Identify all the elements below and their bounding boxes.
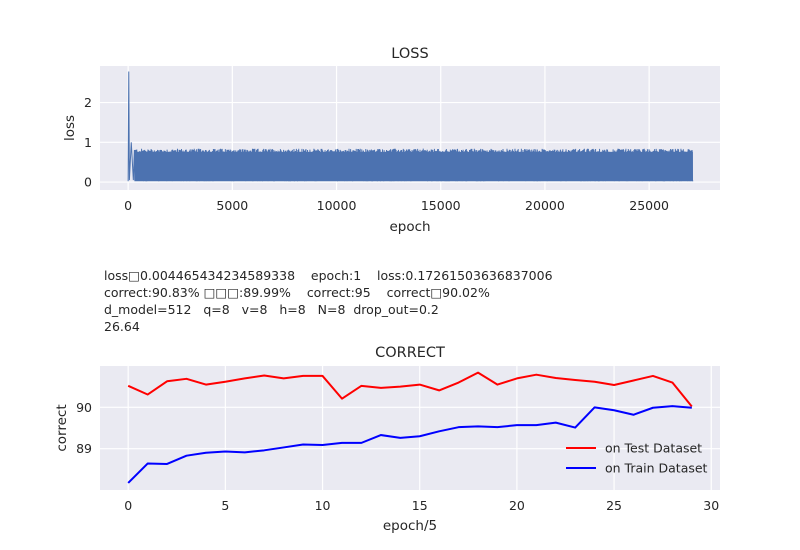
correct-x-tick-label: 10 <box>315 498 331 513</box>
loss-x-tick-label: 25000 <box>629 198 669 213</box>
loss-x-axis-label: epoch <box>389 219 430 235</box>
correct-x-tick-label: 15 <box>412 498 428 513</box>
correct-y-tick-label: 90 <box>76 400 92 415</box>
legend-test-label: on Test Dataset <box>605 441 702 456</box>
loss-y-axis-label: loss <box>62 115 78 141</box>
loss-x-tick-label: 5000 <box>216 198 248 213</box>
loss-y-tick-label: 0 <box>84 175 92 190</box>
correct-x-axis-label: epoch/5 <box>383 518 437 534</box>
info-line-loss: loss□0.004465434234589338 epoch:1 loss:0… <box>104 267 553 284</box>
loss-y-tick-label: 2 <box>84 95 92 110</box>
correct-chart: 0 5 10 15 20 25 30 89 90 CORRECT epoch/5 correc… <box>54 345 720 534</box>
info-line-correct: correct:90.83% □□□:89.99% correct:95 cor… <box>104 284 490 301</box>
correct-x-tick-label: 5 <box>221 498 229 513</box>
correct-x-tick-label: 20 <box>509 498 525 513</box>
correct-x-tick-label: 0 <box>124 498 132 513</box>
loss-series-band <box>134 152 693 181</box>
loss-x-tick-label: 15000 <box>421 198 461 213</box>
correct-chart-title: CORRECT <box>375 345 445 361</box>
correct-y-tick-label: 89 <box>76 441 92 456</box>
correct-x-tick-label: 25 <box>606 498 622 513</box>
info-line-time: 26.64 <box>104 318 140 335</box>
correct-x-ticks: 0 5 10 15 20 25 30 <box>124 498 719 513</box>
loss-y-tick-label: 1 <box>84 135 92 150</box>
correct-x-tick-label: 30 <box>703 498 719 513</box>
correct-y-ticks: 89 90 <box>76 400 92 456</box>
info-line-hyperparams: d_model=512 q=8 v=8 h=8 N=8 drop_out=0.2 <box>104 301 439 318</box>
loss-y-ticks: 0 1 2 <box>84 95 92 189</box>
loss-x-ticks: 0 5000 10000 15000 20000 25000 <box>124 198 669 213</box>
loss-x-tick-label: 10000 <box>317 198 357 213</box>
correct-y-axis-label: correct <box>54 404 70 451</box>
loss-x-tick-label: 0 <box>124 198 132 213</box>
loss-chart: 0 5000 10000 15000 20000 25000 0 1 2 LOSS epoch… <box>62 46 720 235</box>
loss-chart-title: LOSS <box>391 46 428 62</box>
legend-train-label: on Train Dataset <box>605 461 708 476</box>
loss-x-tick-label: 20000 <box>525 198 565 213</box>
